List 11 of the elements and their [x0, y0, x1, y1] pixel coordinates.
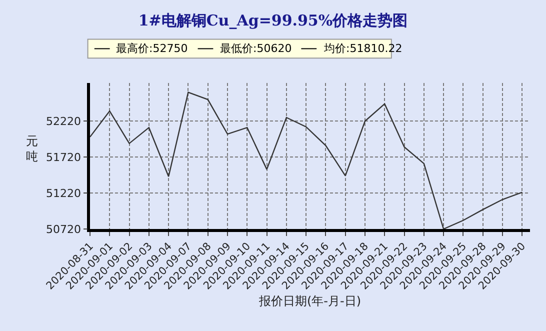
- chart-title: 1#电解铜Cu_Ag=99.95%价格走势图: [138, 11, 408, 30]
- y-axis-title: 元吨: [26, 134, 38, 164]
- y-tick-label: 52220: [46, 114, 82, 128]
- text: 均价:51810.22: [323, 42, 402, 55]
- line-series: [90, 92, 523, 229]
- y-tick-label: 51220: [46, 186, 82, 200]
- text: 最高价:52750: [116, 42, 188, 55]
- y-tick-label: 51720: [46, 150, 82, 164]
- text: 最低价:50620: [220, 42, 292, 55]
- x-axis-title: 报价日期(年-月-日): [258, 294, 362, 308]
- y-tick-label: 50720: [46, 222, 82, 236]
